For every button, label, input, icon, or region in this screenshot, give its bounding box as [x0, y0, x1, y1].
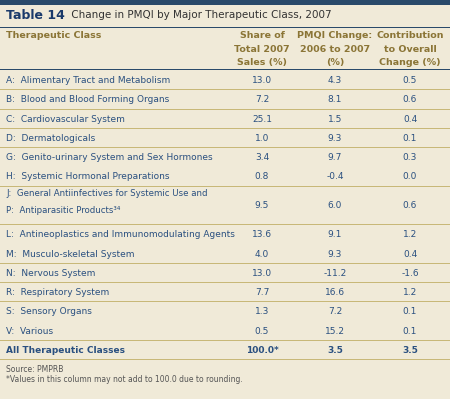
Text: 0.4: 0.4 — [403, 115, 417, 124]
Text: 2006 to 2007: 2006 to 2007 — [300, 45, 370, 54]
Text: L:  Antineoplastics and Immunomodulating Agents: L: Antineoplastics and Immunomodulating … — [6, 230, 235, 239]
Text: to Overall: to Overall — [383, 45, 436, 54]
Text: 1.5: 1.5 — [328, 115, 342, 124]
Text: 0.1: 0.1 — [403, 307, 417, 316]
Text: 6.0: 6.0 — [328, 201, 342, 210]
Text: 3.4: 3.4 — [255, 153, 269, 162]
Text: B:  Blood and Blood Forming Organs: B: Blood and Blood Forming Organs — [6, 95, 169, 105]
Text: 0.4: 0.4 — [403, 249, 417, 259]
Text: Share of: Share of — [239, 31, 284, 40]
Text: -1.6: -1.6 — [401, 269, 419, 278]
Text: H:  Systemic Hormonal Preparations: H: Systemic Hormonal Preparations — [6, 172, 170, 182]
Text: 15.2: 15.2 — [325, 327, 345, 336]
Text: 0.1: 0.1 — [403, 327, 417, 336]
Text: Total 2007: Total 2007 — [234, 45, 290, 54]
Bar — [0, 109, 450, 110]
Text: S:  Sensory Organs: S: Sensory Organs — [6, 307, 92, 316]
Text: R:  Respiratory System: R: Respiratory System — [6, 288, 109, 297]
Text: 4.3: 4.3 — [328, 76, 342, 85]
Text: 0.5: 0.5 — [403, 76, 417, 85]
Text: Source: PMPRB: Source: PMPRB — [6, 365, 63, 374]
Text: 0.6: 0.6 — [403, 95, 417, 105]
Bar — [0, 26, 450, 28]
Text: 9.7: 9.7 — [328, 153, 342, 162]
Text: G:  Genito-urinary System and Sex Hormones: G: Genito-urinary System and Sex Hormone… — [6, 153, 212, 162]
Text: Therapeutic Class: Therapeutic Class — [6, 31, 101, 40]
Bar — [0, 186, 450, 187]
Text: 100.0*: 100.0* — [246, 346, 279, 355]
Bar — [0, 244, 450, 245]
Text: 3.5: 3.5 — [327, 346, 343, 355]
Text: 0.8: 0.8 — [255, 172, 269, 182]
Text: 0.3: 0.3 — [403, 153, 417, 162]
Text: 7.2: 7.2 — [328, 307, 342, 316]
Text: 9.5: 9.5 — [255, 201, 269, 210]
Text: 1.2: 1.2 — [403, 230, 417, 239]
Text: D:  Dermatologicals: D: Dermatologicals — [6, 134, 95, 143]
Text: -0.4: -0.4 — [326, 172, 344, 182]
Bar — [0, 282, 450, 283]
Text: -11.2: -11.2 — [324, 269, 347, 278]
Bar — [0, 359, 450, 360]
Bar — [0, 128, 450, 129]
Text: Table 14: Table 14 — [6, 9, 65, 22]
Bar — [0, 359, 450, 360]
Text: *Values in this column may not add to 100.0 due to rounding.: *Values in this column may not add to 10… — [6, 375, 243, 384]
Bar — [0, 69, 450, 70]
Bar — [0, 321, 450, 322]
Text: 13.6: 13.6 — [252, 230, 272, 239]
Text: 7.7: 7.7 — [255, 288, 269, 297]
Text: 1.3: 1.3 — [255, 307, 269, 316]
Text: 0.1: 0.1 — [403, 134, 417, 143]
Text: 0.5: 0.5 — [255, 327, 269, 336]
Bar — [0, 0, 450, 5]
Bar — [0, 263, 450, 264]
Text: 1.0: 1.0 — [255, 134, 269, 143]
Text: 8.1: 8.1 — [328, 95, 342, 105]
Text: 25.1: 25.1 — [252, 115, 272, 124]
Text: Change in PMQI by Major Therapeutic Class, 2007: Change in PMQI by Major Therapeutic Clas… — [68, 10, 332, 20]
Text: 9.1: 9.1 — [328, 230, 342, 239]
Text: N:  Nervous System: N: Nervous System — [6, 269, 95, 278]
Text: 9.3: 9.3 — [328, 249, 342, 259]
Text: 7.2: 7.2 — [255, 95, 269, 105]
Text: J:  General Antiinfectives for Systemic Use and: J: General Antiinfectives for Systemic U… — [6, 189, 207, 198]
Bar — [0, 89, 450, 90]
Text: 13.0: 13.0 — [252, 76, 272, 85]
Text: 0.6: 0.6 — [403, 201, 417, 210]
Text: 3.5: 3.5 — [402, 346, 418, 355]
Text: A:  Alimentary Tract and Metabolism: A: Alimentary Tract and Metabolism — [6, 76, 170, 85]
Text: PMQI Change:: PMQI Change: — [297, 31, 373, 40]
Text: 0.0: 0.0 — [403, 172, 417, 182]
Text: M:  Musculo-skeletal System: M: Musculo-skeletal System — [6, 249, 135, 259]
Text: 1.2: 1.2 — [403, 288, 417, 297]
Text: Contribution: Contribution — [376, 31, 444, 40]
Text: (%): (%) — [326, 58, 344, 67]
Bar — [0, 301, 450, 302]
Text: Sales (%): Sales (%) — [237, 58, 287, 67]
Bar — [0, 166, 450, 167]
Text: Change (%): Change (%) — [379, 58, 441, 67]
Text: 9.3: 9.3 — [328, 134, 342, 143]
Text: 16.6: 16.6 — [325, 288, 345, 297]
Text: All Therapeutic Classes: All Therapeutic Classes — [6, 346, 125, 355]
Bar — [0, 147, 450, 148]
Text: C:  Cardiovascular System: C: Cardiovascular System — [6, 115, 125, 124]
Bar — [0, 340, 450, 341]
Text: V:  Various: V: Various — [6, 327, 53, 336]
Bar — [0, 224, 450, 225]
Text: 13.0: 13.0 — [252, 269, 272, 278]
Text: 4.0: 4.0 — [255, 249, 269, 259]
Text: P:  Antiparasitic Products³⁴: P: Antiparasitic Products³⁴ — [6, 206, 121, 215]
